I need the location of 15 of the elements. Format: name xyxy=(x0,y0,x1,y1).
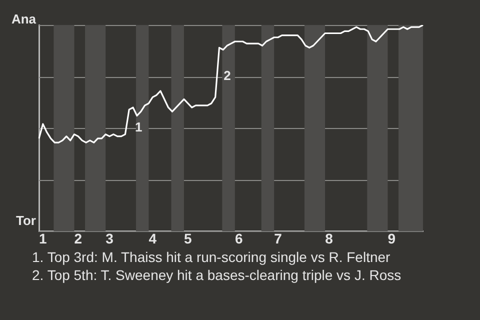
x-tick-label: 3 xyxy=(106,230,114,246)
text: Ana xyxy=(11,12,37,27)
text: 1. Top 3rd: M. Thaiss hit a run-scoring single vs R. Feltner xyxy=(32,248,392,266)
text: Tor xyxy=(16,212,36,228)
x-tick-label: 4 xyxy=(148,230,157,246)
x-tick-label: 8 xyxy=(325,230,334,246)
text: 2. Top 5th: T. Sweeney hit a bases-clearing triple vs J. Ross xyxy=(32,266,402,284)
x-tick-label: 7 xyxy=(274,230,282,246)
x-tick-label: 6 xyxy=(234,230,243,246)
annotation: 1 xyxy=(135,120,142,135)
x-tick-label: 9 xyxy=(388,230,396,246)
x-tick-label: 5 xyxy=(184,230,192,246)
annotation: 2 xyxy=(224,68,231,84)
x-tick-label: 1 xyxy=(39,230,48,246)
x-tick-label: 2 xyxy=(74,230,82,246)
